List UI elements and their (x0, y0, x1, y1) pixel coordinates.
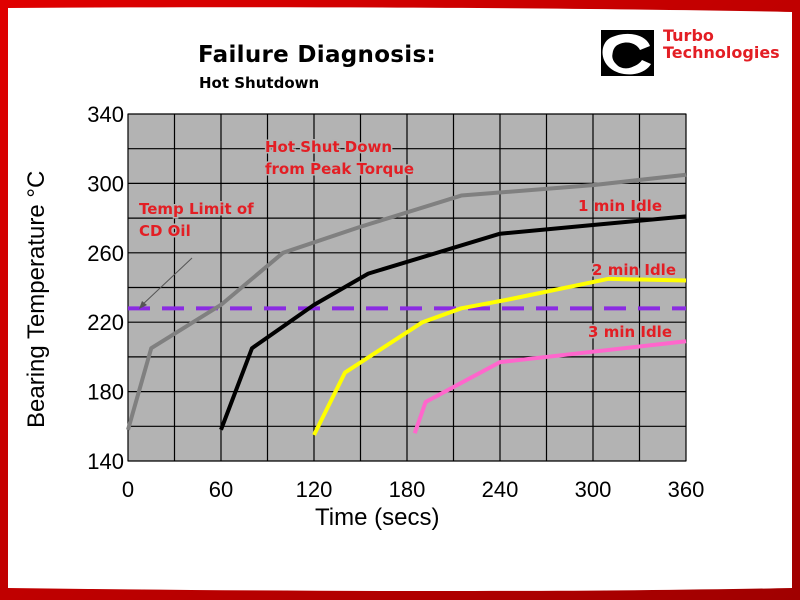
series-line-1 (126, 172, 687, 431)
brand-line-1: Turbo (663, 26, 714, 45)
x-tick-label: 300 (575, 477, 612, 502)
y-axis-ticks: 140 180 220 260 300 340 (87, 102, 124, 474)
annotation-three-min: 3 min Idle (588, 323, 672, 341)
series-line-2 (219, 214, 687, 431)
y-tick-label: 340 (87, 102, 124, 127)
brand-name: Turbo Technologies (663, 27, 780, 61)
annotation-temp-limit: CD Oil (139, 222, 191, 240)
annotation-hot-shutdown: Hot Shut Down (265, 138, 392, 156)
y-tick-label: 300 (87, 171, 124, 196)
x-tick-label: 180 (389, 477, 426, 502)
y-axis-label: Bearing Temperature °C (23, 171, 50, 428)
temp-limit-pointer (140, 257, 193, 307)
x-tick-label: 60 (209, 477, 233, 502)
y-tick-label: 140 (87, 449, 124, 474)
annotation-temp-limit: Temp Limit of (139, 200, 254, 218)
brand-line-2: Technologies (663, 43, 780, 62)
annotations: Hot Shut Down from Peak Torque 1 min Idle 2… (138, 137, 678, 343)
cummins-logo (601, 30, 654, 76)
annotation-hot-shutdown: from Peak Torque (265, 160, 414, 178)
x-tick-label: 120 (296, 477, 333, 502)
page-subtitle: Hot Shutdown (199, 74, 320, 92)
x-tick-label: 240 (482, 477, 519, 502)
y-tick-label: 220 (87, 310, 124, 335)
temp-limit-arrowhead (139, 301, 147, 309)
page-title: Failure Diagnosis: (198, 42, 436, 68)
series-line-3 (312, 276, 687, 436)
series-group (126, 172, 687, 436)
x-tick-label: 360 (668, 477, 705, 502)
x-axis-label: Time (secs) (315, 504, 439, 531)
annotation-one-min: 1 min Idle (578, 197, 662, 215)
y-tick-label: 260 (87, 241, 124, 266)
x-tick-label: 0 (122, 477, 134, 502)
annotation-two-min: 2 min Idle (592, 261, 676, 279)
y-tick-label: 180 (87, 380, 124, 405)
series-line-4 (412, 339, 687, 434)
x-axis-ticks: 0 60 120 180 240 300 360 (122, 477, 704, 502)
